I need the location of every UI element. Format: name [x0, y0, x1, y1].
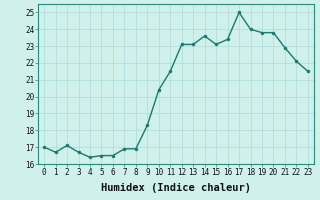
- X-axis label: Humidex (Indice chaleur): Humidex (Indice chaleur): [101, 183, 251, 193]
